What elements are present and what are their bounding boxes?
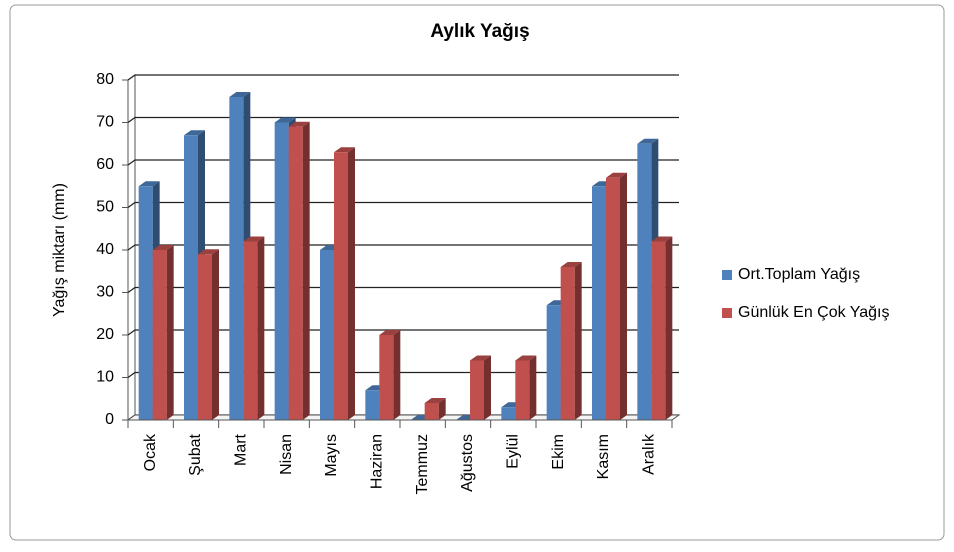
bar (334, 152, 348, 420)
x-tick-label: Mayıs (323, 434, 340, 477)
bar-top (470, 355, 491, 361)
bar-top (379, 330, 401, 335)
y-tick-label: 70 (96, 114, 114, 131)
bar-side (393, 330, 401, 420)
bar-top (606, 172, 627, 178)
grid-line (127, 371, 679, 378)
grid-line (127, 286, 679, 293)
y-tick-label: 60 (96, 156, 114, 173)
y-tick-label: 40 (96, 241, 114, 258)
bar-side (166, 245, 174, 420)
x-tick-label: Haziran (369, 434, 386, 489)
x-tick-label: Temmuz (414, 434, 431, 494)
legend-label: Ort.Toplam Yağış (738, 266, 860, 283)
x-tick-label: Nisan (278, 434, 295, 475)
x-tick-label: Kasım (595, 434, 612, 479)
bar-side (484, 355, 491, 420)
bar-top (651, 236, 673, 242)
bar-top (184, 130, 205, 136)
bar (424, 403, 439, 420)
y-tick-label: 80 (96, 71, 114, 88)
bar (560, 267, 575, 420)
bar-side (665, 236, 673, 420)
legend-label: Günlük En Çok Yağış (738, 304, 890, 321)
bar (592, 186, 606, 420)
bar-top (274, 117, 296, 123)
y-tick-label: 0 (105, 411, 114, 428)
bar (184, 135, 198, 420)
y-tick-label: 50 (96, 199, 114, 216)
bar-side (302, 121, 310, 420)
bar-side (212, 249, 219, 420)
bar-top (288, 121, 310, 127)
x-tick-label: Ağustos (459, 434, 476, 492)
bar-side (529, 355, 537, 420)
bar (243, 241, 258, 420)
grid-line (127, 244, 679, 251)
grid-line (127, 159, 679, 166)
grid-line (127, 201, 679, 208)
bar (274, 122, 289, 420)
bar-top (138, 181, 160, 187)
y-axis-label: Yağış miktarı (mm) (51, 183, 68, 317)
bar (288, 126, 303, 420)
legend-swatch (722, 270, 732, 280)
bar-top (152, 245, 174, 250)
bar (637, 143, 652, 420)
bar (365, 390, 380, 420)
x-tick-label: Eylül (505, 434, 522, 469)
x-tick-label: Ocak (142, 433, 159, 471)
bar-top (515, 355, 537, 361)
y-tick-label: 20 (96, 326, 114, 343)
bar-top (424, 398, 446, 403)
x-tick-label: Ekim (550, 434, 567, 470)
bar (138, 186, 153, 420)
bar-side (574, 262, 582, 420)
bar-side (257, 236, 265, 420)
bar-top (560, 262, 582, 267)
y-tick-label: 30 (96, 284, 114, 301)
bar-top (334, 147, 355, 153)
bar (152, 250, 167, 420)
bar (229, 97, 244, 420)
y-tick-label: 10 (96, 369, 114, 386)
bar (546, 305, 561, 420)
bar (320, 250, 334, 420)
bar-top (229, 92, 251, 97)
bar (198, 254, 212, 420)
bar (606, 177, 620, 420)
bar (379, 335, 394, 420)
grid-line (127, 74, 679, 81)
x-tick-label: Şubat (187, 433, 204, 475)
grid-line (127, 116, 679, 123)
legend-swatch (722, 308, 732, 318)
bar-top (637, 138, 659, 144)
chart-title: Aylık Yağış (430, 21, 529, 42)
bar-side (438, 398, 446, 420)
x-tick-label: Aralık (641, 433, 658, 475)
x-tick-label: Mart (233, 433, 250, 466)
bar (470, 360, 484, 420)
bar (651, 241, 666, 420)
bar (515, 360, 530, 420)
bar-top (198, 249, 219, 255)
bar-top (243, 236, 265, 242)
grid-line (127, 329, 679, 336)
bar-side (620, 172, 627, 420)
bar-side (348, 147, 355, 420)
bar (501, 407, 516, 420)
